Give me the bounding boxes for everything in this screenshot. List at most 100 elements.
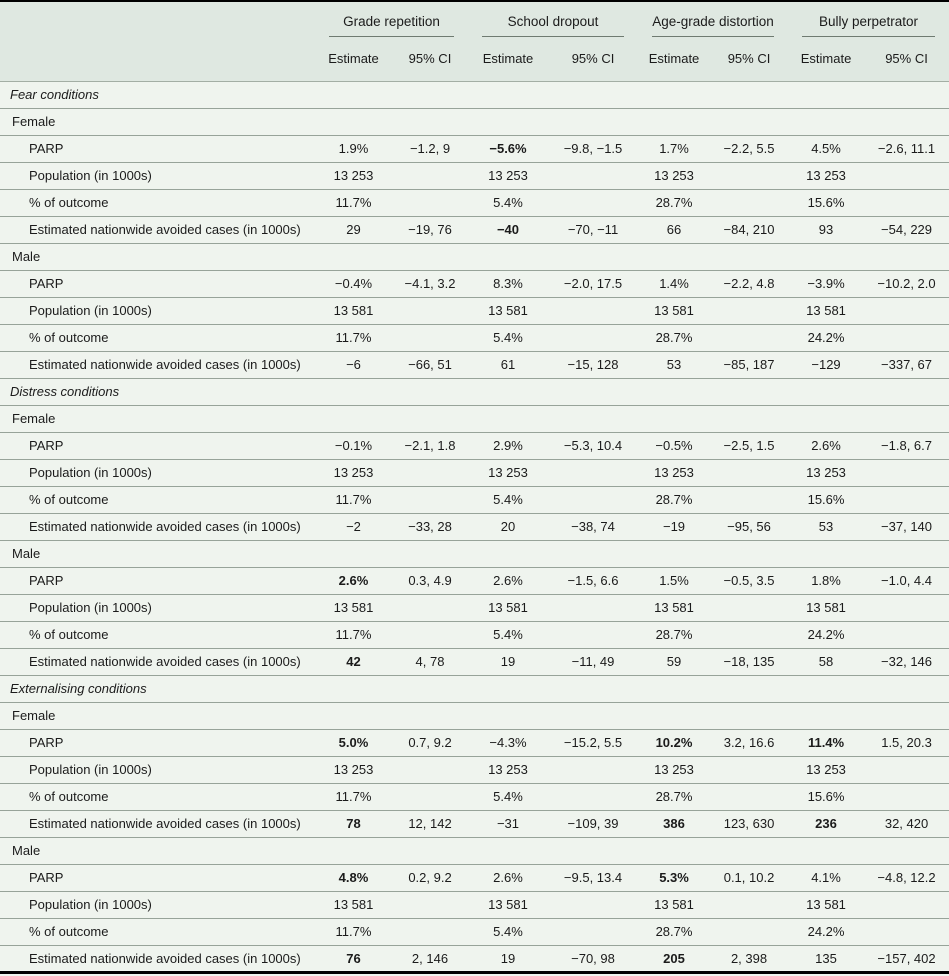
estimate-value: 53 xyxy=(788,513,865,541)
estimate-value: 4.8% xyxy=(315,864,392,892)
ci-value: 1.5, 20.3 xyxy=(864,729,949,757)
estimate-value: 20 xyxy=(468,513,548,541)
gender-header-row: Female xyxy=(0,405,949,433)
table-row: % of outcome 11.7% 5.4% 28.7% 15.6% xyxy=(0,189,949,217)
estimate-value: 11.7% xyxy=(315,324,392,352)
ci-value xyxy=(864,756,949,784)
ci-value xyxy=(710,459,789,487)
sub-header-row: Estimate 95% CI Estimate 95% CI Estimate… xyxy=(0,37,949,82)
ci-value xyxy=(392,189,468,217)
table-row: Population (in 1000s) 13 581 13 581 13 581 1… xyxy=(0,891,949,919)
column-group-label: Age-grade distortion xyxy=(652,14,775,37)
estimate-value: 59 xyxy=(638,648,711,676)
table-row: Population (in 1000s) 13 253 13 253 13 253 1… xyxy=(0,756,949,784)
table-row: Estimated nationwide avoided cases (in 1… xyxy=(0,648,949,676)
estimate-value: 13 253 xyxy=(788,756,865,784)
estimate-value: 13 581 xyxy=(788,891,865,919)
estimate-value: 2.6% xyxy=(468,864,548,892)
column-group-age-grade-distortion: Age-grade distortion xyxy=(638,1,788,37)
ci-value: 0.3, 4.9 xyxy=(392,567,468,595)
ci-value: −11, 49 xyxy=(548,648,639,676)
table-header: Grade repetition School dropout Age-grad… xyxy=(0,1,949,82)
estimate-value: 2.9% xyxy=(468,432,548,460)
estimate-value: 13 581 xyxy=(315,297,392,325)
corner-cell xyxy=(0,37,315,82)
estimate-value: 28.7% xyxy=(638,918,711,946)
ci-value xyxy=(392,756,468,784)
estimate-value: −0.4% xyxy=(315,270,392,298)
ci-value: −84, 210 xyxy=(710,216,789,244)
estimate-value: 13 581 xyxy=(638,891,711,919)
estimate-value: 13 253 xyxy=(468,756,548,784)
ci-value xyxy=(392,486,468,514)
estimate-value: 1.5% xyxy=(638,567,711,595)
row-label: PARP xyxy=(0,432,315,460)
table-row: % of outcome 11.7% 5.4% 28.7% 15.6% xyxy=(0,486,949,514)
ci-value xyxy=(548,918,639,946)
ci-value xyxy=(548,783,639,811)
table-row: Population (in 1000s) 13 581 13 581 13 581 1… xyxy=(0,594,949,622)
ci-value xyxy=(392,621,468,649)
estimate-value: 66 xyxy=(638,216,711,244)
ci-value xyxy=(864,594,949,622)
estimate-value: 13 581 xyxy=(315,594,392,622)
table-row: Estimated nationwide avoided cases (in 1… xyxy=(0,351,949,379)
table-body: Fear conditions Female PARP 1.9% −1.2, 9 −5.6… xyxy=(0,81,949,972)
row-label: PARP xyxy=(0,729,315,757)
ci-value xyxy=(710,189,789,217)
ci-value xyxy=(710,594,789,622)
ci-value xyxy=(864,621,949,649)
ci-value: −1.5, 6.6 xyxy=(548,567,639,595)
estimate-value: 13 253 xyxy=(468,459,548,487)
ci-value: −15.2, 5.5 xyxy=(548,729,639,757)
row-label: % of outcome xyxy=(0,486,315,514)
estimate-value: 13 253 xyxy=(638,459,711,487)
estimate-value: 53 xyxy=(638,351,711,379)
row-label: % of outcome xyxy=(0,918,315,946)
estimate-value: 13 581 xyxy=(468,891,548,919)
row-label: Distress conditions xyxy=(0,378,949,406)
ci-value: −10.2, 2.0 xyxy=(864,270,949,298)
estimate-value: 61 xyxy=(468,351,548,379)
estimate-value: 58 xyxy=(788,648,865,676)
estimate-value: −31 xyxy=(468,810,548,838)
estimate-value: 13 581 xyxy=(638,297,711,325)
estimate-value: −3.9% xyxy=(788,270,865,298)
estimate-value: 15.6% xyxy=(788,189,865,217)
estimate-value: 1.4% xyxy=(638,270,711,298)
estimate-value: −19 xyxy=(638,513,711,541)
ci-value: −2.1, 1.8 xyxy=(392,432,468,460)
estimate-value: −4.3% xyxy=(468,729,548,757)
ci-value: −95, 56 xyxy=(710,513,789,541)
estimate-value: 28.7% xyxy=(638,189,711,217)
estimate-value: 19 xyxy=(468,648,548,676)
ci-value xyxy=(548,621,639,649)
row-label: Male xyxy=(0,837,949,865)
gender-header-row: Male xyxy=(0,243,949,271)
ci-value xyxy=(548,189,639,217)
estimate-value: 13 253 xyxy=(315,756,392,784)
ci-value xyxy=(392,918,468,946)
row-label: % of outcome xyxy=(0,324,315,352)
ci-value xyxy=(548,891,639,919)
table-row: PARP 5.0% 0.7, 9.2 −4.3% −15.2, 5.5 10.2% 3.2,… xyxy=(0,729,949,757)
row-label: Population (in 1000s) xyxy=(0,297,315,325)
row-label: % of outcome xyxy=(0,189,315,217)
ci-value xyxy=(710,783,789,811)
estimate-value: 13 581 xyxy=(315,891,392,919)
ci-value xyxy=(710,297,789,325)
ci-value: −5.3, 10.4 xyxy=(548,432,639,460)
gender-header-row: Female xyxy=(0,702,949,730)
estimate-value: 2.6% xyxy=(468,567,548,595)
table-row: % of outcome 11.7% 5.4% 28.7% 15.6% xyxy=(0,783,949,811)
table-row: Estimated nationwide avoided cases (in 1… xyxy=(0,945,949,972)
estimate-value: 2.6% xyxy=(788,432,865,460)
estimate-value: 28.7% xyxy=(638,621,711,649)
ci-value xyxy=(392,297,468,325)
estimate-value: 13 581 xyxy=(788,297,865,325)
ci-value xyxy=(710,756,789,784)
ci-value: −2.2, 4.8 xyxy=(710,270,789,298)
table-row: Population (in 1000s) 13 253 13 253 13 253 1… xyxy=(0,162,949,190)
ci-value xyxy=(392,783,468,811)
ci-value xyxy=(864,783,949,811)
